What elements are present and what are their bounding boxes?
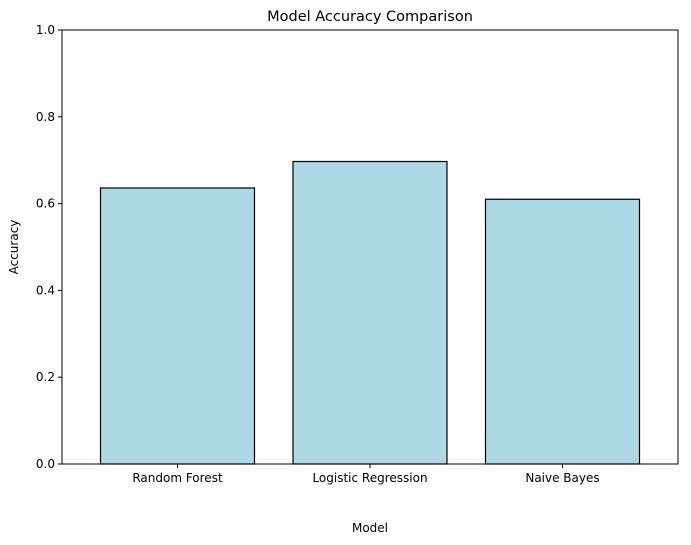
x-tick-label: Logistic Regression — [312, 471, 427, 485]
chart-title: Model Accuracy Comparison — [267, 9, 473, 25]
y-tick-label: 0.2 — [36, 370, 55, 384]
y-tick-label: 0.6 — [36, 197, 55, 211]
bar-logistic-regression — [292, 160, 448, 465]
y-tick-label: 0.0 — [36, 457, 55, 471]
x-axis-label: Model — [352, 521, 388, 535]
bars-group — [99, 160, 641, 465]
y-tick-label: 1.0 — [36, 23, 55, 37]
x-axis-ticks: Random Forest Logistic Regression Naive Ba… — [132, 464, 600, 485]
y-tick-label: 0.8 — [36, 110, 55, 124]
bar-naive-bayes — [484, 198, 641, 465]
bar-random-forest — [99, 187, 256, 465]
y-axis-ticks: 0.0 0.2 0.4 0.6 0.8 1.0 — [36, 23, 62, 471]
x-tick-label: Naive Bayes — [525, 471, 599, 485]
y-axis-label: Accuracy — [7, 220, 21, 275]
y-tick-label: 0.4 — [36, 283, 55, 297]
x-tick-label: Random Forest — [132, 471, 223, 485]
